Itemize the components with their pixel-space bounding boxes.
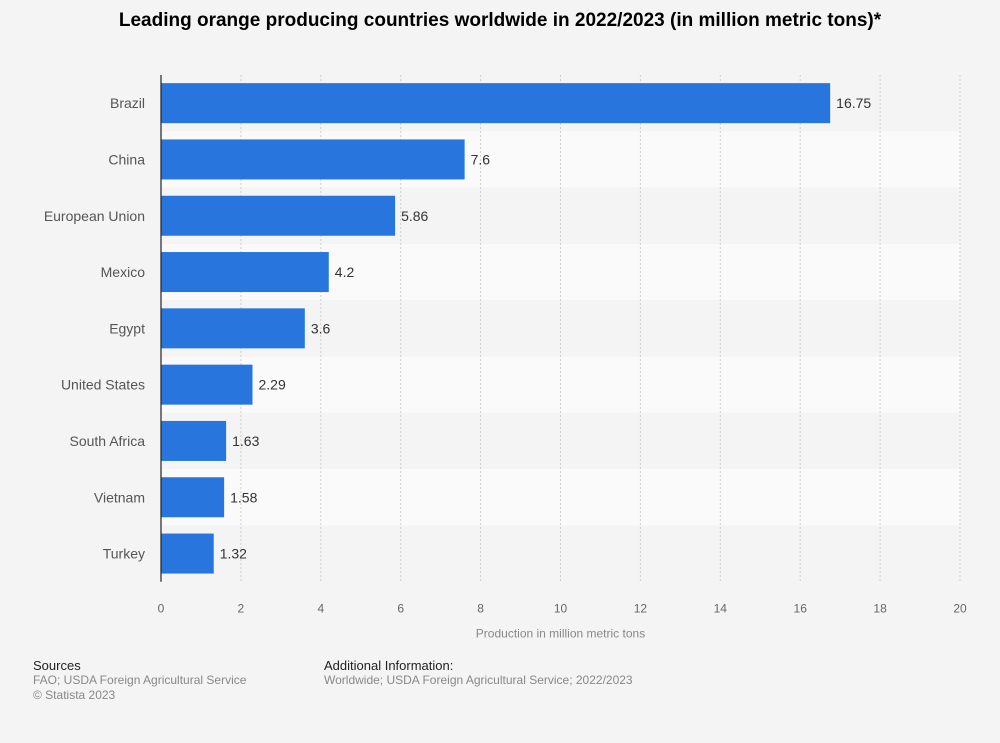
bar bbox=[161, 83, 831, 124]
value-label: 1.58 bbox=[230, 489, 257, 505]
x-tick-label: 14 bbox=[714, 602, 728, 616]
category-label: Mexico bbox=[101, 264, 146, 280]
x-tick-label: 16 bbox=[794, 602, 808, 616]
bar bbox=[161, 533, 214, 574]
x-tick-label: 4 bbox=[317, 602, 324, 616]
bar bbox=[161, 364, 253, 405]
value-label: 4.2 bbox=[335, 264, 355, 280]
additional-info-heading: Additional Information: bbox=[324, 658, 454, 673]
category-label: European Union bbox=[44, 208, 145, 224]
sources-heading: Sources bbox=[33, 658, 81, 673]
bar bbox=[161, 477, 225, 518]
row-band bbox=[161, 525, 960, 582]
value-label: 1.32 bbox=[220, 546, 247, 562]
value-label: 1.63 bbox=[232, 433, 259, 449]
x-tick-label: 12 bbox=[634, 602, 648, 616]
sources-block: Sources FAO; USDA Foreign Agricultural S… bbox=[33, 658, 246, 703]
category-label: United States bbox=[61, 377, 145, 393]
copyright-text: © Statista 2023 bbox=[33, 688, 116, 702]
bar bbox=[161, 139, 465, 180]
category-label: Egypt bbox=[109, 320, 145, 336]
x-tick-label: 2 bbox=[238, 602, 245, 616]
category-label: Vietnam bbox=[94, 489, 145, 505]
x-axis-title: Production in million metric tons bbox=[476, 627, 645, 641]
value-label: 7.6 bbox=[471, 151, 491, 167]
x-tick-label: 20 bbox=[953, 602, 967, 616]
value-label: 16.75 bbox=[836, 95, 871, 111]
chart-title: Leading orange producing countries world… bbox=[118, 10, 882, 31]
additional-info-block: Additional Information: Worldwide; USDA … bbox=[324, 658, 633, 688]
x-tick-label: 8 bbox=[477, 602, 484, 616]
category-label: Turkey bbox=[103, 546, 145, 562]
category-label: Brazil bbox=[110, 95, 145, 111]
category-label: South Africa bbox=[70, 433, 146, 449]
additional-info-text: Worldwide; USDA Foreign Agricultural Ser… bbox=[324, 673, 633, 687]
category-label: China bbox=[108, 151, 145, 167]
x-tick-label: 18 bbox=[873, 602, 887, 616]
x-tick-label: 6 bbox=[397, 602, 404, 616]
value-label: 2.29 bbox=[258, 377, 285, 393]
bar bbox=[161, 195, 396, 236]
x-tick-label: 10 bbox=[554, 602, 568, 616]
value-label: 5.86 bbox=[401, 208, 428, 224]
bar-chart: Brazil 16.75 China 7.6 European Union 5.86 Mex… bbox=[44, 75, 967, 641]
bar bbox=[161, 420, 227, 461]
value-label: 3.6 bbox=[311, 320, 331, 336]
x-tick-label: 0 bbox=[158, 602, 165, 616]
sources-text: FAO; USDA Foreign Agricultural Service bbox=[33, 673, 247, 687]
bar bbox=[161, 252, 329, 293]
bar bbox=[161, 308, 305, 349]
